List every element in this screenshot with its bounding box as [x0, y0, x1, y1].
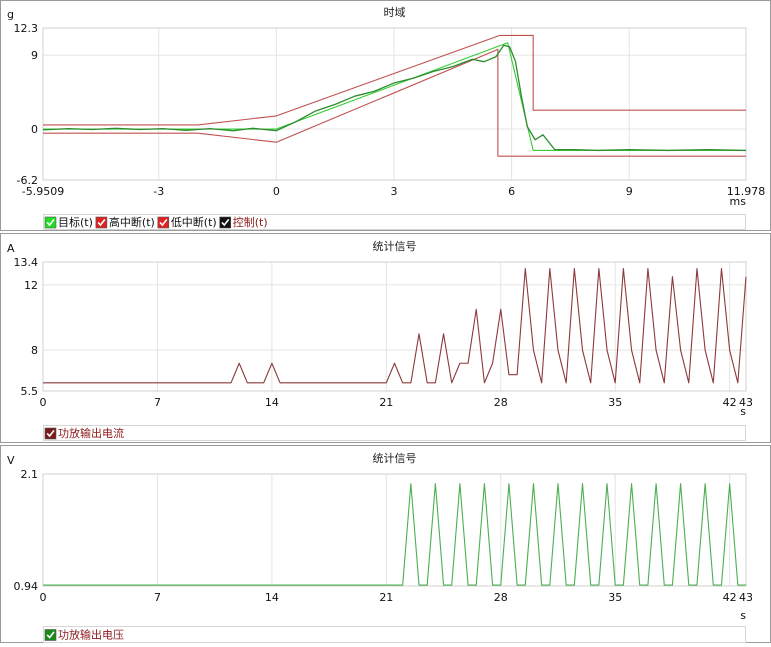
- check-icon: [159, 218, 168, 227]
- legend-box: [43, 425, 746, 441]
- x-tick-label: 14: [265, 591, 279, 604]
- x-tick-label: 28: [494, 396, 508, 409]
- y-tick-label: 12: [24, 279, 38, 292]
- plot-area: [42, 473, 747, 587]
- y-unit-label: V: [7, 454, 15, 467]
- check-icon: [97, 218, 106, 227]
- legend-checkbox[interactable]: [95, 216, 108, 229]
- x-tick-label: 28: [494, 591, 508, 604]
- y-tick-label: 0: [31, 123, 38, 136]
- legend-box: [43, 626, 746, 643]
- legend-label: 低中断(t): [171, 215, 217, 229]
- legend-label: 高中断(t): [109, 215, 155, 229]
- panel-frame-stat-voltage: [0, 445, 771, 643]
- legend-label: 功放输出电压: [58, 628, 124, 642]
- x-unit-label: ms: [730, 195, 747, 208]
- series-line-3: [43, 48, 746, 157]
- check-icon: [46, 218, 55, 227]
- legend-checkbox[interactable]: [44, 629, 57, 641]
- x-tick-label: -3: [153, 185, 164, 198]
- check-icon: [221, 218, 230, 227]
- legend-checkbox[interactable]: [44, 427, 57, 440]
- x-tick-label: 0: [40, 396, 47, 409]
- x-tick-label: 42: [723, 591, 737, 604]
- plot-area: [42, 27, 747, 181]
- panel-frame-stat-current: [0, 233, 771, 443]
- y-tick-label: 2.1: [21, 468, 39, 481]
- legend-checkbox[interactable]: [44, 216, 57, 229]
- x-unit-label: s: [740, 609, 746, 622]
- legend-box: [43, 214, 746, 230]
- x-tick-label: -5.9509: [22, 185, 64, 198]
- x-tick-label: 6: [508, 185, 515, 198]
- x-tick-label: 35: [608, 396, 622, 409]
- y-tick-label: 8: [31, 344, 38, 357]
- check-icon: [46, 429, 55, 438]
- x-tick-label: 21: [379, 591, 393, 604]
- panel-frame-time-domain: [0, 0, 771, 231]
- series-line-2: [43, 34, 746, 126]
- panel-title: 统计信号: [373, 240, 417, 253]
- panel-title: 时域: [384, 6, 406, 19]
- legend-label: 目标(t): [58, 215, 93, 229]
- series-line-1: [43, 483, 746, 586]
- y-tick-label: 13.4: [14, 256, 39, 269]
- x-tick-label: 43: [739, 591, 753, 604]
- y-tick-label: -6.2: [17, 174, 38, 187]
- x-unit-label: s: [740, 405, 746, 418]
- plot-area: [42, 261, 747, 392]
- legend-label: 功放输出电流: [58, 426, 124, 440]
- x-tick-label: 7: [154, 591, 161, 604]
- x-tick-label: 9: [626, 185, 633, 198]
- x-tick-label: 21: [379, 396, 393, 409]
- x-tick-label: 7: [154, 396, 161, 409]
- series-line-4: [42, 44, 747, 152]
- x-tick-label: 11.978: [727, 185, 766, 198]
- y-tick-label: 5.5: [21, 385, 39, 398]
- panel-title: 统计信号: [373, 452, 417, 465]
- legend-checkbox[interactable]: [219, 216, 232, 229]
- y-unit-label: A: [7, 242, 15, 255]
- x-tick-label: 3: [390, 185, 397, 198]
- check-icon: [46, 631, 55, 639]
- y-tick-label: 0.94: [14, 580, 39, 593]
- x-tick-label: 0: [273, 185, 280, 198]
- x-tick-label: 14: [265, 396, 279, 409]
- x-tick-label: 42: [723, 396, 737, 409]
- y-tick-label: 9: [31, 49, 38, 62]
- legend-label: 控制(t): [233, 215, 268, 229]
- y-tick-label: 12.3: [14, 22, 39, 35]
- x-tick-label: 35: [608, 591, 622, 604]
- x-tick-label: 0: [40, 591, 47, 604]
- series-line-1: [43, 267, 747, 384]
- y-unit-label: g: [7, 8, 14, 21]
- legend-checkbox[interactable]: [157, 216, 170, 229]
- x-tick-label: 43: [739, 396, 753, 409]
